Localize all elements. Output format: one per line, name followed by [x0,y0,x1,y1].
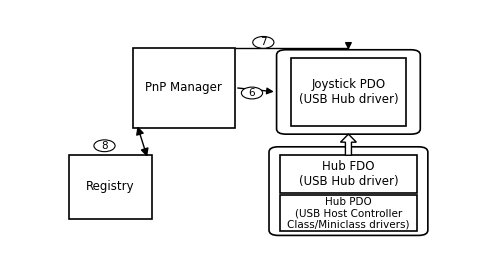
Text: PnP Manager: PnP Manager [145,81,223,94]
Text: Hub PDO
(USB Host Controller
Class/Miniclass drivers): Hub PDO (USB Host Controller Class/Minic… [287,197,410,230]
Text: 8: 8 [101,141,108,151]
FancyBboxPatch shape [277,50,420,134]
Bar [291,58,406,126]
Circle shape [242,87,263,99]
Polygon shape [341,134,356,155]
Text: Registry: Registry [86,180,135,193]
Bar [133,48,235,128]
FancyBboxPatch shape [269,147,428,235]
Bar [280,195,417,231]
Text: 7: 7 [260,37,266,47]
Circle shape [94,140,115,152]
Circle shape [253,36,274,48]
Text: Joystick PDO
(USB Hub driver): Joystick PDO (USB Hub driver) [299,78,398,106]
Text: 6: 6 [249,88,255,98]
Bar [68,155,152,219]
Text: Hub FDO
(USB Hub driver): Hub FDO (USB Hub driver) [299,160,398,188]
Bar [280,155,417,193]
